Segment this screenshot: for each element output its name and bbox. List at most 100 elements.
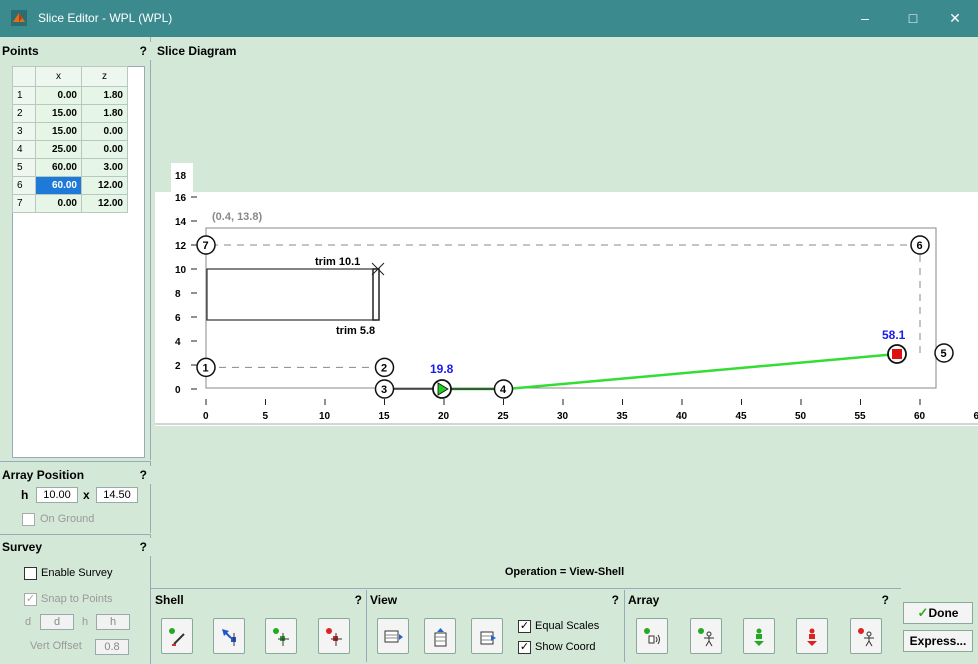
move-down-icon	[754, 628, 764, 646]
enable-survey-checkbox[interactable]	[24, 567, 37, 580]
row-number: 4	[12, 140, 36, 159]
shell-point-circle	[374, 379, 395, 399]
cell-z[interactable]: 1.80	[81, 104, 128, 123]
show-coord-checkbox[interactable]: ✓	[518, 641, 531, 654]
corner-header	[12, 66, 36, 87]
enable-survey-label: Enable Survey	[41, 567, 113, 579]
table-row[interactable]: 3 15.00 0.00	[12, 122, 128, 141]
close-button[interactable]: ✕	[949, 10, 961, 26]
x-input[interactable]: 14.50	[96, 487, 138, 503]
table-row[interactable]: 6 60.00 12.00	[12, 176, 128, 195]
done-button[interactable]: ✓Done	[903, 602, 973, 624]
express-button[interactable]: Express...	[903, 630, 973, 652]
fit-table-button[interactable]	[471, 618, 503, 654]
view-help-button[interactable]: ?	[611, 593, 619, 607]
trim-top-label: trim 10.1	[315, 256, 360, 268]
cell-x[interactable]: 60.00	[35, 158, 82, 177]
table-row[interactable]: 7 0.00 12.00	[12, 194, 128, 213]
shell-point-2[interactable]: 2	[374, 357, 395, 378]
cell-z[interactable]: 12.00	[81, 194, 128, 213]
snap-to-points-checkbox[interactable]: ✓	[24, 593, 37, 606]
column-header-x: x	[35, 66, 82, 87]
h-input[interactable]: 10.00	[36, 487, 78, 503]
shell-help-button[interactable]: ?	[354, 593, 362, 607]
shell-point-circle	[493, 379, 514, 399]
cell-z[interactable]: 1.80	[81, 86, 128, 105]
select-point-button[interactable]	[213, 618, 245, 654]
cell-x[interactable]: 15.00	[35, 104, 82, 123]
table-row[interactable]: 5 60.00 3.00	[12, 158, 128, 177]
move-person-icon	[807, 628, 817, 646]
x-tick-35: 35	[617, 411, 629, 422]
table-row[interactable]: 2 15.00 1.80	[12, 104, 128, 123]
start-marker[interactable]	[432, 379, 452, 399]
cell-z[interactable]: 0.00	[81, 140, 128, 159]
cell-x[interactable]: 0.00	[35, 86, 82, 105]
survey-h-input[interactable]: h	[96, 614, 130, 630]
table-row[interactable]: 1 0.00 1.80	[12, 86, 128, 105]
y-tick-8: 8	[175, 289, 181, 300]
shell-point-6[interactable]: 6	[910, 235, 930, 255]
array-help-button[interactable]: ?	[881, 593, 889, 607]
shell-point-5[interactable]: 5	[934, 343, 954, 363]
cell-z[interactable]: 12.00	[81, 176, 128, 195]
x-tick-30: 30	[557, 411, 569, 422]
h-label: h	[21, 488, 29, 502]
shell-point-4[interactable]: 4	[493, 379, 514, 399]
cell-z[interactable]: 0.00	[81, 122, 128, 141]
shell-point-3[interactable]: 3	[374, 379, 395, 399]
edit-shell-icon	[169, 628, 185, 646]
row-number: 5	[12, 158, 36, 177]
d-input[interactable]: d	[40, 614, 74, 630]
shell-point-1[interactable]: 1	[196, 357, 216, 378]
on-ground-checkbox[interactable]	[22, 513, 35, 526]
vert-offset-input[interactable]: 0.8	[95, 639, 129, 655]
matlab-logo-icon	[11, 10, 27, 26]
vert-offset-label: Vert Offset	[30, 640, 82, 652]
add-listener-button[interactable]	[690, 618, 722, 654]
cell-x[interactable]: 25.00	[35, 140, 82, 159]
array-toolbar-header: Array ?	[626, 591, 893, 609]
table-row[interactable]: 4 25.00 0.00	[12, 140, 128, 159]
survey-help-button[interactable]: ?	[139, 540, 147, 554]
add-speaker-button[interactable]	[636, 618, 668, 654]
remove-listener-button[interactable]	[850, 618, 882, 654]
minimize-button[interactable]: –	[861, 10, 869, 26]
edit-shell-button[interactable]	[161, 618, 193, 654]
array-body[interactable]	[372, 268, 380, 321]
array-position-help-button[interactable]: ?	[139, 468, 147, 482]
equal-scales-checkbox[interactable]: ✓	[518, 620, 531, 633]
maximize-button[interactable]: □	[908, 10, 918, 26]
y-tick-14: 14	[175, 217, 187, 228]
y-axis-top-strip: 18	[171, 163, 193, 192]
shell-title: Shell	[155, 593, 184, 607]
end-marker[interactable]	[887, 344, 907, 364]
start-value-label: 19.8	[430, 362, 454, 376]
x-tick-25: 25	[498, 411, 510, 422]
add-point-icon	[273, 628, 289, 646]
points-help-button[interactable]: ?	[139, 44, 147, 58]
shell-point-label: 4	[500, 384, 507, 396]
fit-height-button[interactable]	[424, 618, 456, 654]
add-point-button[interactable]	[265, 618, 297, 654]
x-tick-45: 45	[736, 411, 748, 422]
points-header: Points ?	[0, 42, 151, 60]
x-label: x	[83, 488, 90, 502]
slice-diagram[interactable]: 16 14 12 10 8 6 4 2 0 0 5 10 15 20 25 30 35 40 45 50 55 60 6 …	[155, 162, 978, 426]
shell-point-7[interactable]: 7	[196, 235, 216, 255]
move-person-button[interactable]	[796, 618, 828, 654]
move-down-button[interactable]	[743, 618, 775, 654]
cell-z[interactable]: 3.00	[81, 158, 128, 177]
shell-point-circle	[374, 357, 395, 378]
zoom-fit-button[interactable]	[377, 618, 409, 654]
remove-point-button[interactable]	[318, 618, 350, 654]
audience-line	[446, 352, 898, 391]
shell-point-circle	[196, 235, 216, 255]
points-table[interactable]: x z 1 0.00 1.80 2 15.00 1.80 3 15.00 0.00 4 25.00 0…	[12, 66, 128, 213]
cell-x[interactable]: 15.00	[35, 122, 82, 141]
cell-x[interactable]: 60.00	[35, 176, 82, 195]
shell-point-label: 7	[203, 240, 209, 252]
cell-x[interactable]: 0.00	[35, 194, 82, 213]
x-tick-40: 40	[676, 411, 688, 422]
